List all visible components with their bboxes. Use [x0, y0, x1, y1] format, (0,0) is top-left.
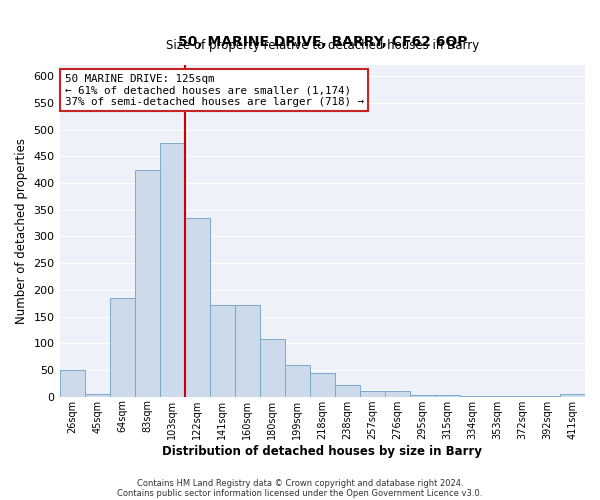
Bar [185, 218, 209, 396]
Bar [385, 392, 410, 396]
Y-axis label: Number of detached properties: Number of detached properties [15, 138, 28, 324]
Bar [260, 339, 285, 396]
Bar [435, 395, 460, 396]
Text: 50 MARINE DRIVE: 125sqm
← 61% of detached houses are smaller (1,174)
37% of semi: 50 MARINE DRIVE: 125sqm ← 61% of detache… [65, 74, 364, 107]
Bar [335, 385, 360, 396]
Bar [110, 298, 134, 396]
Bar [160, 143, 185, 397]
Title: 50, MARINE DRIVE, BARRY, CF62 6QP: 50, MARINE DRIVE, BARRY, CF62 6QP [178, 35, 467, 49]
X-axis label: Distribution of detached houses by size in Barry: Distribution of detached houses by size … [162, 444, 482, 458]
Bar [59, 370, 85, 396]
Bar [285, 364, 310, 396]
Text: Contains public sector information licensed under the Open Government Licence v3: Contains public sector information licen… [118, 488, 482, 498]
Text: Contains HM Land Registry data © Crown copyright and database right 2024.: Contains HM Land Registry data © Crown c… [137, 478, 463, 488]
Bar [310, 373, 335, 396]
Bar [235, 305, 260, 396]
Bar [560, 394, 585, 396]
Bar [134, 170, 160, 396]
Bar [85, 394, 110, 396]
Text: Size of property relative to detached houses in Barry: Size of property relative to detached ho… [166, 39, 479, 52]
Bar [360, 392, 385, 396]
Bar [209, 305, 235, 396]
Bar [410, 395, 435, 396]
